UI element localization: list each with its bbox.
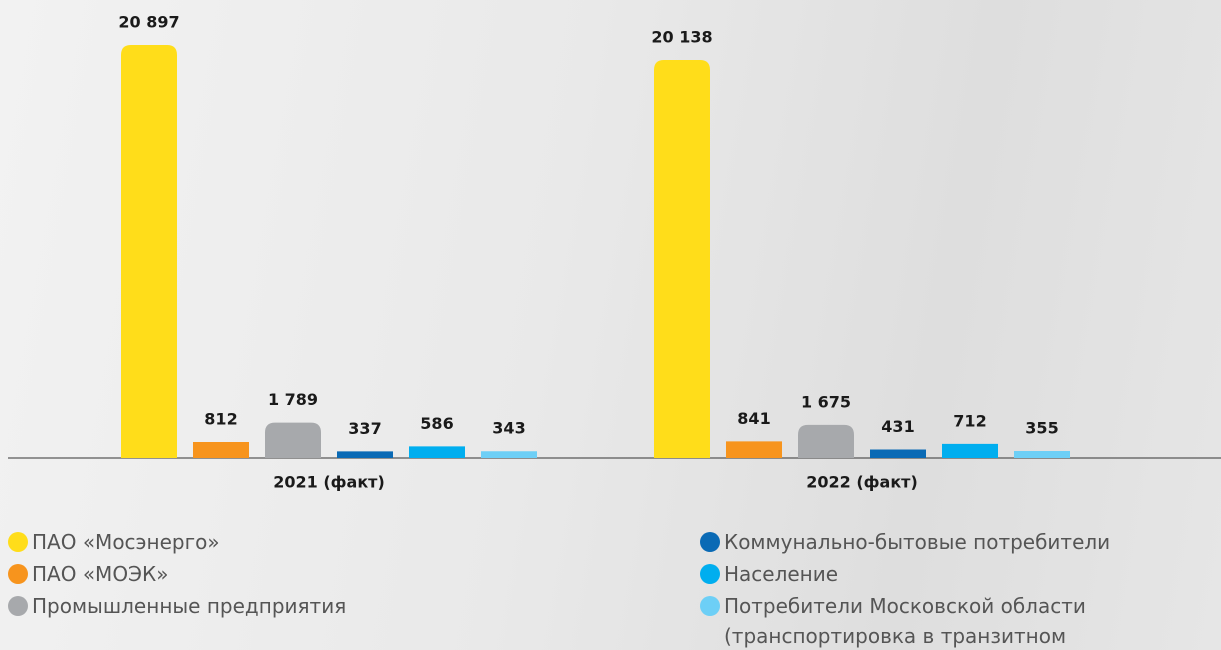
legend-label: Коммунально-бытовые потребители [724,530,1111,554]
legend-item: Потребители Московской области (транспор… [700,591,1130,650]
value-label: 20 138 [651,28,712,47]
value-label: 355 [1025,418,1058,437]
bar [654,60,710,458]
legend-swatch [8,596,28,616]
bar [193,441,249,458]
value-label: 343 [492,419,525,438]
bar [481,451,537,458]
legend-label: Потребители Московской области (транспор… [724,594,1086,648]
bar [121,45,177,458]
legend-label: Население [724,562,839,586]
value-label: 20 897 [118,13,179,32]
legend-swatch [8,532,28,552]
legend-label: Промышленные предприятия [32,594,347,618]
bar [726,441,782,458]
value-label: 337 [348,419,381,438]
legend-item: Население [700,559,1130,589]
legend-label: ПАО «Мосэнерго» [32,530,220,554]
value-label: 1 675 [801,392,851,411]
legend-label: ПАО «МОЭК» [32,562,169,586]
legend-item: Промышленные предприятия [8,591,438,621]
value-label: 712 [953,411,986,430]
bar [265,422,321,458]
legend-swatch [700,596,720,616]
value-label: 586 [420,414,453,433]
legend-item: ПАО «Мосэнерго» [8,527,438,557]
value-label: 1 789 [268,390,318,409]
legend-item: ПАО «МОЭК» [8,559,438,589]
legend-swatch [700,532,720,552]
legend-swatch [8,564,28,584]
bar [1014,450,1070,458]
legend-item: Коммунально-бытовые потребители [700,527,1130,557]
bar [942,443,998,458]
bar [870,449,926,458]
legend-swatch [700,564,720,584]
value-label: 812 [204,409,237,428]
x-tick-label: 2021 (факт) [273,473,385,492]
bar [409,446,465,458]
bar [798,424,854,458]
x-tick-label: 2022 (факт) [806,473,918,492]
value-label: 841 [737,409,770,428]
value-label: 431 [881,417,914,436]
bar [337,451,393,458]
